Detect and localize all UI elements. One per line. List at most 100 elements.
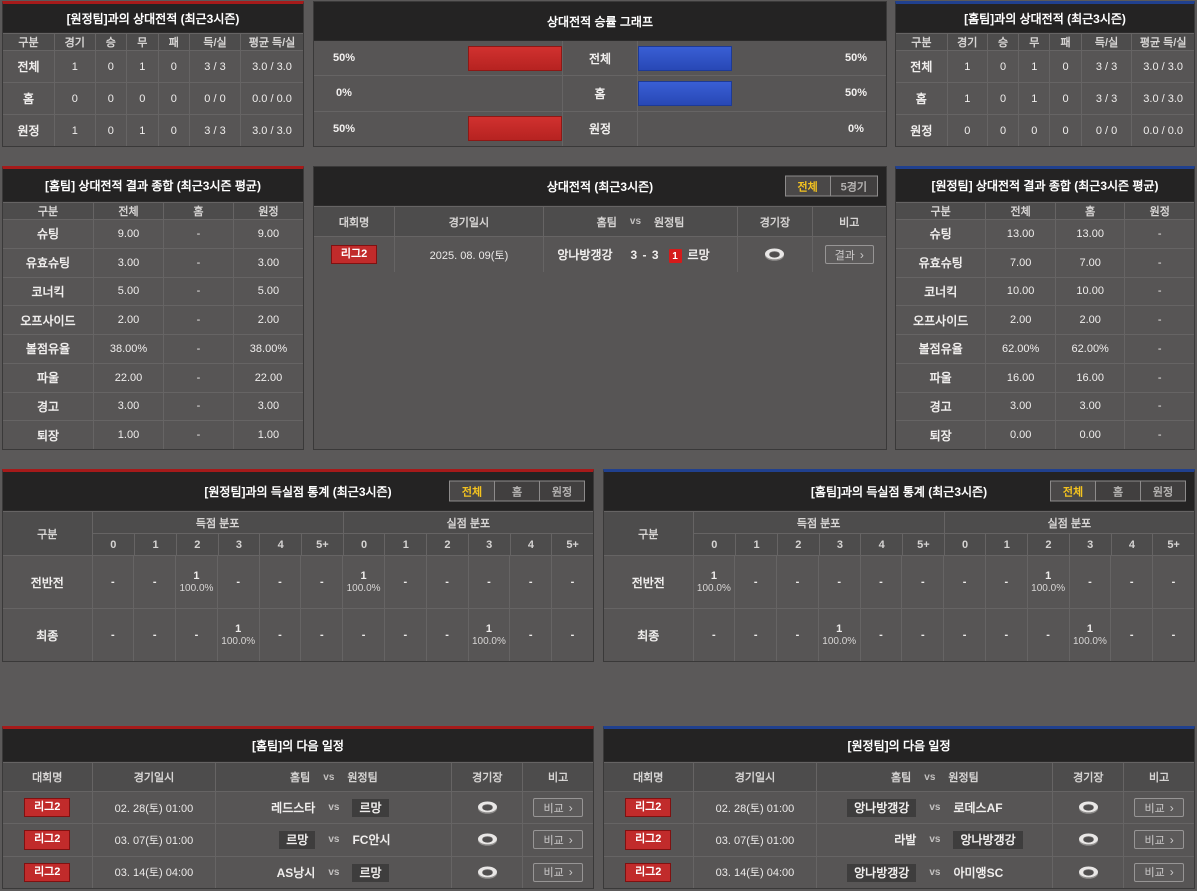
row-label: 원정 (910, 124, 933, 138)
cell: 1 100.0% (817, 609, 860, 661)
col-header-away: 원정팀 (948, 772, 979, 784)
cell: - (258, 556, 301, 608)
cell: 1 100.0% (175, 556, 217, 608)
compare-button[interactable]: 비교 (533, 830, 583, 850)
cell: 16.00 (985, 363, 1055, 392)
cell: - (258, 609, 301, 661)
tab-all[interactable]: 전체 (784, 175, 831, 197)
cell: 3.00 (93, 392, 163, 421)
bin-header: 0 (711, 538, 718, 551)
cell: 0 (157, 51, 190, 82)
tab-away[interactable]: 원정 (1140, 480, 1186, 502)
cell: 1.00 (93, 421, 163, 449)
row-label: 퇴장 (929, 428, 952, 443)
bin-header: 0 (943, 534, 986, 555)
col-header: 구분 (18, 37, 39, 49)
stadium-icon[interactable] (1077, 832, 1100, 847)
tab-away[interactable]: 원정 (539, 480, 585, 502)
cell: - (1124, 306, 1194, 334)
stadium-cell (451, 856, 522, 888)
bin-header: 1 (384, 534, 426, 555)
table-header: 구분 경기 승 무 패 득/실 평균 득/실 (3, 33, 303, 50)
row-label: 전반전 (631, 575, 665, 590)
cell: - (91, 556, 134, 608)
tab-5games[interactable]: 5경기 (829, 175, 878, 197)
stadium-icon[interactable] (476, 832, 499, 847)
col-header-home: 홈팀 (596, 216, 617, 229)
cell: - (1124, 363, 1194, 392)
col-header: 평균 득/실 (1131, 34, 1194, 50)
row-label: 홈 (22, 92, 35, 106)
bin-header: 1 (985, 534, 1027, 555)
league-badge: 리그2 (24, 830, 71, 850)
home-team: 앙나방갱강 (817, 863, 917, 882)
table-header: 대회명 경기일시 홈팀 vs 원정팀 경기장 비고 (3, 762, 593, 791)
stadium-icon[interactable] (476, 800, 499, 815)
cell: - (859, 609, 902, 661)
panel-title-bar: [원정팀]과의 상대전적 (최근3시즌) (3, 4, 303, 33)
tab-home[interactable]: 홈 (1095, 480, 1141, 502)
cell: 3.00 (232, 248, 303, 277)
vs-label: vs (323, 771, 335, 783)
panel-title-bar: 상대전적 (최근3시즌) 전체 5경기 (314, 167, 886, 206)
away-team: 르망 (352, 863, 451, 882)
col-header: 원정 (232, 203, 303, 219)
tab-all[interactable]: 전체 (1050, 480, 1096, 502)
cell: 1 100.0% (1026, 556, 1069, 608)
cell: - (162, 335, 233, 363)
tab-home[interactable]: 홈 (494, 480, 540, 502)
tab-all[interactable]: 전체 (449, 480, 495, 502)
compare-button[interactable]: 비교 (1134, 830, 1184, 850)
cell: 0 / 0 (189, 83, 240, 114)
cell: 38.00% (232, 335, 303, 363)
stadium-cell (451, 824, 522, 856)
cell: 0 (1049, 115, 1080, 146)
compare-button[interactable]: 비교 (1134, 862, 1184, 882)
cell: 1 (126, 115, 158, 146)
stadium-icon[interactable] (1077, 865, 1100, 880)
stadium-icon[interactable] (476, 865, 499, 880)
cell: 1.00 (232, 421, 303, 449)
panel-schedule-hometeam: [홈팀]의 다음 일정 대회명 경기일시 홈팀 vs 원정팀 경기장 비고 리그… (2, 726, 594, 889)
col-header: 승 (94, 34, 127, 50)
compare-button[interactable]: 비교 (533, 798, 583, 818)
league-cell: 리그2 (3, 792, 92, 823)
cell: 2.00 (1054, 306, 1125, 334)
home-team: 앙나방갱강 (557, 248, 613, 262)
cell: - (383, 556, 426, 608)
action-cell: 비교 (522, 856, 593, 888)
row-label: 슈팅 (36, 227, 60, 242)
row-label: 전체 (910, 60, 933, 74)
col-header: 구분 (911, 37, 932, 49)
stadium-icon[interactable] (1077, 800, 1100, 815)
match-teams: 라발 vs 앙나방갱강 (816, 824, 1052, 856)
col-header: 평균 득/실 (240, 34, 303, 50)
table-row: 슈팅 13.00 13.00 - (896, 219, 1194, 248)
cell: - (162, 220, 233, 248)
league-badge: 리그2 (330, 244, 378, 265)
compare-button[interactable]: 비교 (1134, 798, 1184, 818)
cell: - (776, 609, 818, 661)
cell: - (133, 556, 175, 608)
col-header: 무 (1018, 34, 1049, 50)
cell: 7.00 (985, 248, 1055, 277)
compare-button[interactable]: 비교 (533, 862, 583, 882)
panel-title: [원정팀] 상대전적 결과 종합 (최근3시즌 평균) (931, 178, 1159, 193)
col-header: 대회명 (338, 216, 370, 229)
cell: - (734, 609, 776, 661)
bin-header: 2 (426, 534, 468, 555)
table-row: 최종 - - - 1 100.0% - - - - - 1 100.0% - - (3, 608, 593, 661)
stadium-icon[interactable] (763, 247, 786, 262)
away-win-pct-label: 50% (844, 52, 868, 65)
cell: - (425, 556, 468, 608)
col-header: 전체 (93, 203, 163, 219)
result-button[interactable]: 결과 (824, 245, 874, 264)
cell: - (216, 556, 259, 608)
col-header: 패 (157, 34, 190, 50)
col-header: 경기장 (737, 207, 811, 236)
panel-schedule-awayteam: [원정팀]의 다음 일정 대회명 경기일시 홈팀 vs 원정팀 경기장 비고 리… (603, 726, 1195, 889)
cell: 0 (986, 115, 1018, 146)
cell: - (734, 556, 776, 608)
cell: 0 (1049, 51, 1080, 82)
